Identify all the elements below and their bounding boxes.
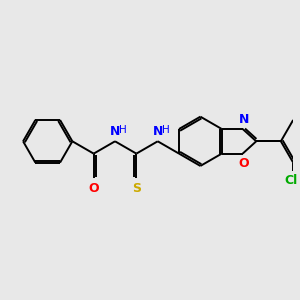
Text: N: N xyxy=(239,112,249,125)
Text: O: O xyxy=(239,157,249,170)
Text: H: H xyxy=(119,125,127,135)
Text: N: N xyxy=(152,125,163,138)
Text: S: S xyxy=(132,182,141,195)
Text: Cl: Cl xyxy=(284,174,298,187)
Text: H: H xyxy=(162,125,170,135)
Text: N: N xyxy=(110,125,120,138)
Text: O: O xyxy=(88,182,99,195)
